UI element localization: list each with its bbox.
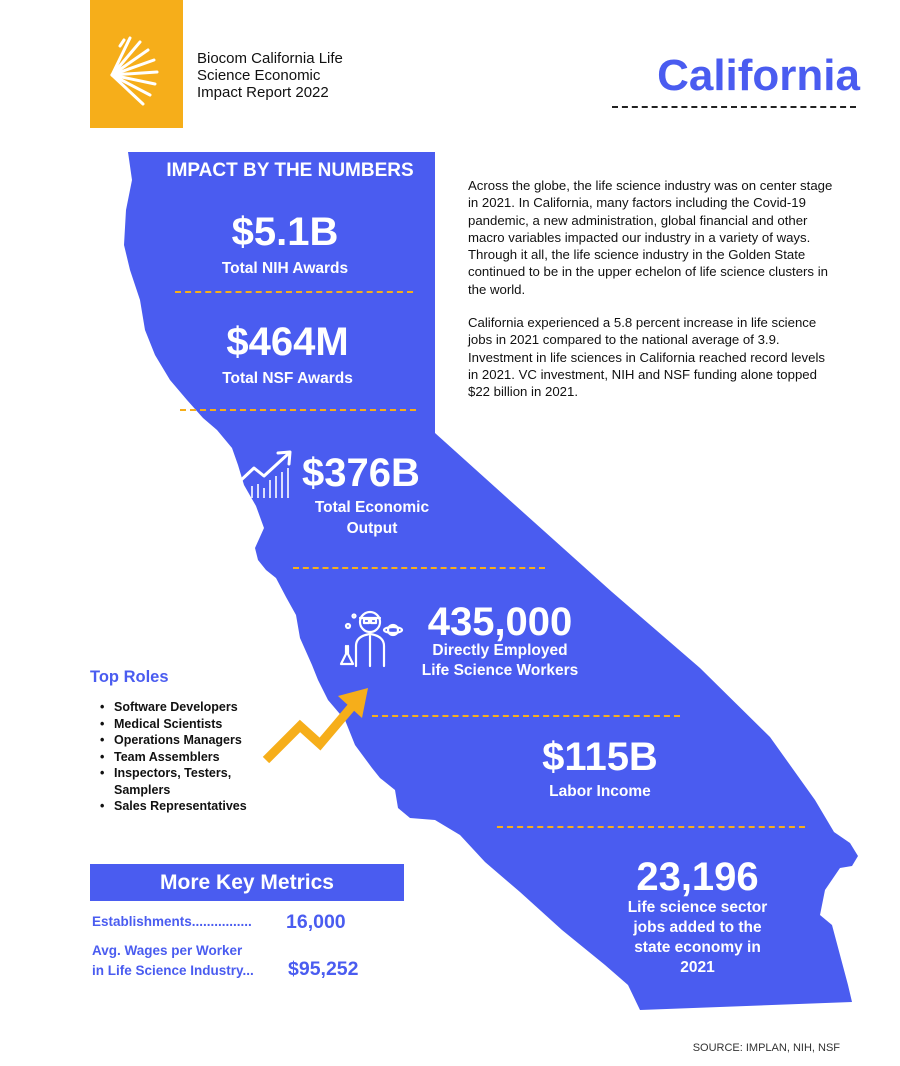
growth-chart-icon	[237, 450, 292, 498]
sunburst-logo-icon	[110, 36, 159, 106]
intro-paragraph-1: Across the globe, the life science indus…	[468, 178, 833, 297]
employed-value: 435,000	[427, 600, 573, 644]
labor-label: Labor Income	[549, 783, 651, 800]
jobs-added-value: 23,196	[636, 855, 759, 899]
divider	[497, 826, 805, 828]
intro-paragraph-2: California experienced a 5.8 percent inc…	[468, 315, 825, 400]
nih-label: Total NIH Awards	[221, 260, 349, 277]
top-roles-heading: Top Roles	[90, 668, 169, 686]
top-roles-list: Software Developers Medical Scientists O…	[100, 699, 270, 815]
jobs-added-label-line4: 2021	[680, 959, 715, 976]
labor-value: $115B	[542, 735, 658, 779]
jobs-added-label-line1: Life science sector	[627, 899, 768, 916]
report-title: Biocom California Life Science Economic …	[197, 50, 343, 101]
employed-label-line1: Directly Employed	[432, 642, 568, 659]
nsf-label: Total NSF Awards	[222, 370, 353, 387]
wages-value: $95,252	[288, 958, 359, 980]
output-label-line1: Total Economic	[314, 499, 430, 516]
key-metrics-heading: More Key Metrics	[90, 864, 404, 901]
jobs-added-label-line3: state economy in	[634, 939, 761, 956]
title-divider	[612, 106, 856, 108]
list-item: Operations Managers	[100, 732, 270, 749]
jobs-added-label-line2: jobs added to the	[633, 919, 762, 936]
list-item: Team Assemblers	[100, 749, 270, 766]
nsf-value: $464M	[226, 320, 349, 364]
list-item: Software Developers	[100, 699, 270, 716]
list-item: Inspectors, Testers, Samplers	[100, 765, 270, 798]
source-note: SOURCE: IMPLAN, NIH, NSF	[692, 1042, 840, 1054]
wages-label-line2: in Life Science Industry...	[92, 963, 254, 978]
output-label-line2: Output	[346, 520, 398, 537]
divider	[175, 291, 413, 293]
establishments-label: Establishments................	[92, 914, 252, 929]
impact-heading: IMPACT BY THE NUMBERS	[166, 160, 414, 181]
list-item: Sales Representatives	[100, 798, 270, 815]
intro-text: Across the globe, the life science indus…	[468, 177, 838, 417]
output-value: $376B	[302, 451, 420, 495]
establishments-value: 16,000	[286, 911, 346, 933]
scientist-icon	[339, 610, 404, 668]
divider	[293, 567, 545, 569]
state-title: California	[657, 51, 860, 100]
trend-arrow-icon	[262, 688, 368, 764]
nih-value: $5.1B	[231, 210, 339, 254]
divider	[372, 715, 680, 717]
divider	[180, 409, 416, 411]
list-item: Medical Scientists	[100, 716, 270, 733]
employed-label-line2: Life Science Workers	[421, 662, 579, 679]
logo	[90, 0, 183, 128]
wages-label-line1: Avg. Wages per Worker	[92, 943, 243, 958]
